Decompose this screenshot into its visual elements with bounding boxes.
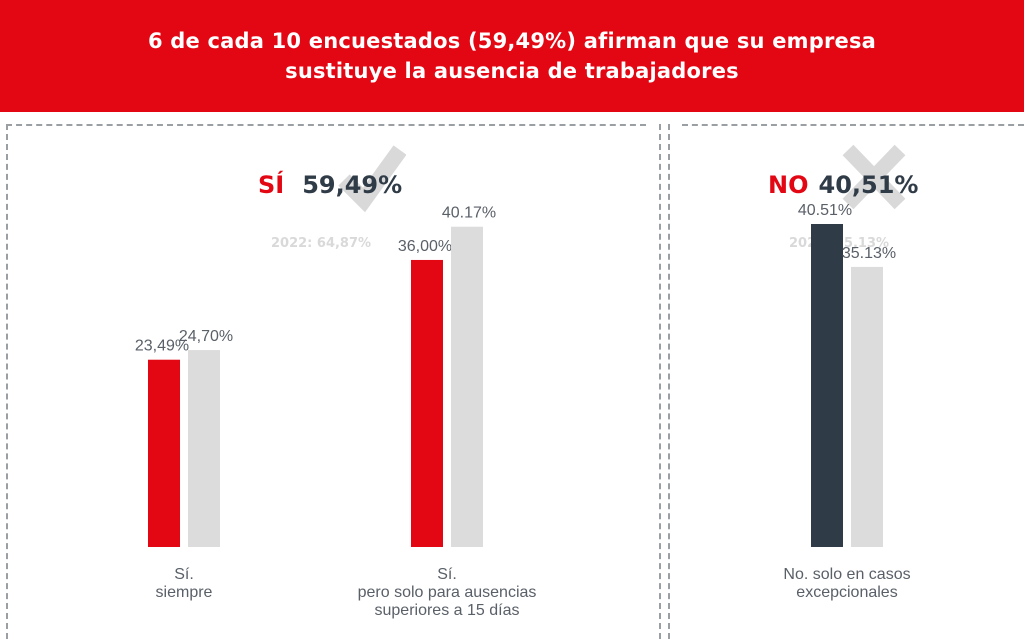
left-dashed-border xyxy=(6,124,9,639)
bar-series-2-cat-3 xyxy=(851,266,883,547)
value-label-series-1-cat-1: 23,49% xyxy=(135,338,189,355)
si-heading: SÍ 59,49% xyxy=(258,170,402,200)
value-label-series-1-cat-2: 36,00% xyxy=(398,238,452,255)
left-panel-top-border xyxy=(6,124,646,126)
value-label-series-2-cat-3: 35.13% xyxy=(842,245,896,262)
panel-divider xyxy=(659,124,662,639)
banner-title-line-1: 6 de cada 10 encuestados (59,49%) afirma… xyxy=(147,29,877,53)
right-panel-border xyxy=(668,124,671,639)
bar-series-1-cat-1 xyxy=(148,359,180,547)
no-heading: NO 40,51% xyxy=(768,170,918,200)
category-label-1: Sí. siempre xyxy=(155,566,213,601)
category-label-2: Sí. pero solo para ausencias superiores a … xyxy=(357,566,537,619)
si-percent: 59,49% xyxy=(302,171,403,199)
value-label-series-2-cat-1: 24,70% xyxy=(179,328,233,345)
bar-series-1-cat-3 xyxy=(811,224,843,547)
check-icon xyxy=(338,145,406,212)
banner-title-line-2: sustituye la ausencia de trabajadores xyxy=(285,59,739,83)
si-word: SÍ xyxy=(258,171,285,199)
cross-icon xyxy=(842,144,906,210)
bar-series-2-cat-1 xyxy=(188,350,220,547)
title-banner: 6 de cada 10 encuestados (59,49%) afirma… xyxy=(0,0,1024,112)
bar-series-2-cat-2 xyxy=(451,226,483,547)
right-panel-top-border xyxy=(682,124,1024,126)
value-label-series-2-cat-2: 40.17% xyxy=(442,205,496,222)
no-word: NO xyxy=(768,171,809,199)
bar-series-1-cat-2 xyxy=(411,259,443,547)
value-label-series-1-cat-3: 40.51% xyxy=(798,202,852,219)
category-label-3: No. solo en casos excepcionales xyxy=(783,566,911,601)
si-previous-year: 2022: 64,87% xyxy=(271,236,372,251)
no-percent: 40,51% xyxy=(818,171,919,199)
